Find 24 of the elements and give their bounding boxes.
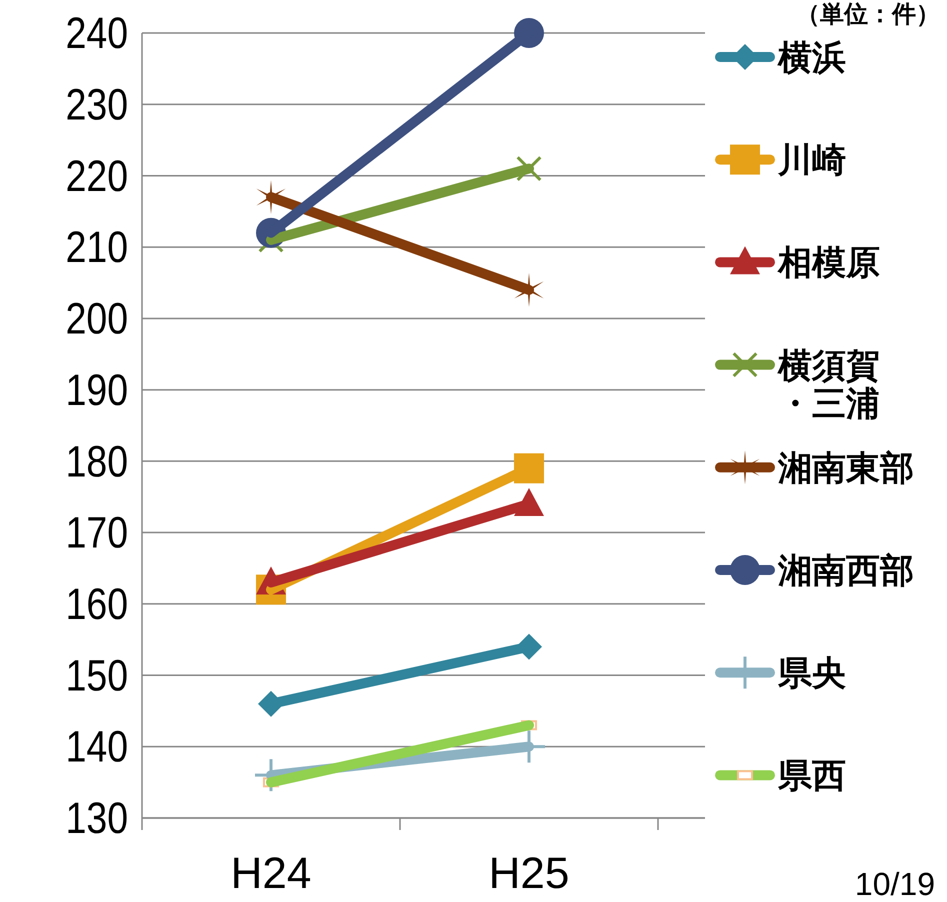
y-tick-label: 140	[66, 722, 128, 772]
x-tick-label: H24	[230, 849, 312, 898]
y-tick-label: 170	[66, 508, 128, 558]
y-tick-label: 200	[66, 294, 128, 344]
y-tick-label: 150	[66, 650, 128, 700]
y-tick-label: 130	[66, 793, 128, 843]
y-tick-label: 180	[66, 436, 128, 486]
y-tick-label: 230	[66, 80, 128, 130]
legend-label: 県西	[777, 756, 846, 796]
legend-label: 県央	[777, 654, 846, 694]
text: （単位：件）	[796, 0, 940, 28]
legend-label: 横浜	[777, 38, 846, 78]
y-tick-label: 210	[66, 222, 128, 272]
x-tick-label: H25	[488, 849, 570, 898]
legend-label: 横須賀・三浦	[777, 346, 880, 424]
y-tick-label: 190	[66, 365, 128, 415]
y-tick-label: 220	[66, 150, 128, 201]
y-tick-label: 240	[66, 8, 128, 58]
text: 10/19	[854, 866, 935, 902]
legend-label: 川崎	[777, 140, 846, 181]
legend-label: 相模原	[777, 243, 880, 284]
legend-label: 湘南東部	[777, 448, 914, 488]
legend-label: 湘南西部	[777, 551, 914, 591]
y-tick-label: 160	[66, 579, 128, 629]
